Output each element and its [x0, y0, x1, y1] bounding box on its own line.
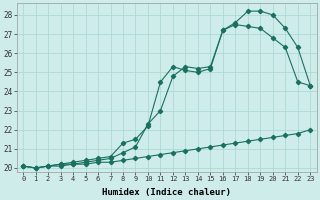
X-axis label: Humidex (Indice chaleur): Humidex (Indice chaleur): [102, 188, 231, 197]
